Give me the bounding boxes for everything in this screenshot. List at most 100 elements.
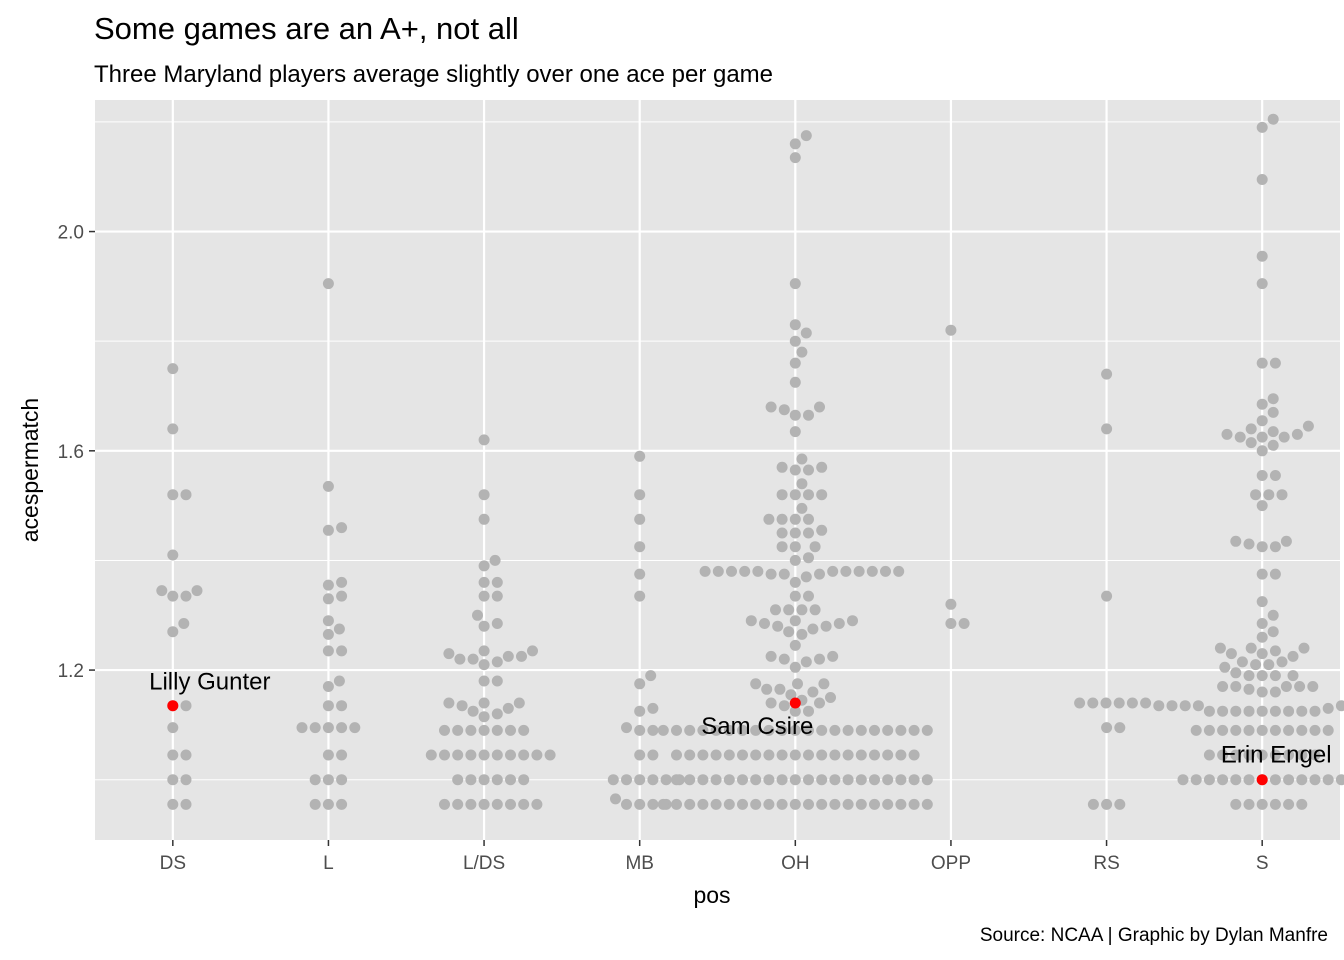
data-point xyxy=(803,774,814,786)
data-point xyxy=(296,722,308,734)
data-point xyxy=(880,565,891,577)
data-point xyxy=(697,749,709,761)
data-point xyxy=(789,319,801,331)
data-point xyxy=(816,749,828,761)
data-point xyxy=(1263,659,1275,671)
data-point xyxy=(770,604,781,616)
data-point xyxy=(478,620,490,632)
data-point xyxy=(1309,749,1321,761)
data-point xyxy=(776,541,788,553)
data-point xyxy=(1243,749,1255,761)
data-point xyxy=(800,656,812,668)
data-point xyxy=(333,623,345,635)
data-point xyxy=(472,609,483,621)
data-point xyxy=(178,618,190,629)
data-point xyxy=(634,749,646,761)
data-point xyxy=(723,749,735,761)
data-point xyxy=(452,798,464,810)
data-point xyxy=(866,565,878,577)
data-point xyxy=(478,645,490,657)
data-point xyxy=(778,700,790,712)
data-point xyxy=(322,700,334,712)
data-point xyxy=(842,724,854,736)
data-point xyxy=(1126,697,1138,709)
data-point xyxy=(167,722,179,734)
data-point xyxy=(796,453,808,465)
data-point xyxy=(647,798,659,810)
data-point xyxy=(1243,683,1255,695)
data-point xyxy=(167,423,179,435)
data-point xyxy=(1230,798,1242,810)
data-point xyxy=(491,724,503,736)
data-point xyxy=(1217,681,1229,692)
data-point xyxy=(789,705,801,717)
data-point xyxy=(796,502,808,514)
data-point xyxy=(1267,609,1279,621)
data-point xyxy=(621,798,632,810)
data-point xyxy=(776,513,788,525)
data-point xyxy=(465,798,477,810)
data-point xyxy=(803,749,814,761)
data-point xyxy=(1153,700,1165,712)
data-point xyxy=(531,798,543,810)
data-point xyxy=(785,689,797,701)
data-point xyxy=(776,774,788,786)
data-point xyxy=(772,620,784,632)
data-point xyxy=(1280,535,1292,547)
data-point xyxy=(789,576,801,588)
highlight-point xyxy=(167,700,179,712)
data-point xyxy=(1256,596,1268,608)
data-point xyxy=(783,626,795,638)
data-point xyxy=(1256,445,1268,457)
data-point xyxy=(1177,774,1189,786)
data-point xyxy=(816,724,828,736)
data-point xyxy=(745,615,757,627)
data-point xyxy=(1243,798,1255,810)
data-point xyxy=(621,774,632,786)
y-axis-ticks: 1.2 1.6 2.0 xyxy=(58,223,95,682)
data-point xyxy=(710,724,722,736)
data-point xyxy=(723,774,735,786)
data-point xyxy=(882,798,894,810)
data-point xyxy=(684,774,696,786)
data-point xyxy=(869,724,880,736)
data-point xyxy=(1269,670,1281,682)
data-point xyxy=(322,774,334,786)
data-point xyxy=(921,774,933,786)
data-point xyxy=(789,615,801,627)
data-point xyxy=(1263,489,1275,501)
data-point xyxy=(958,618,970,629)
data-point xyxy=(763,724,775,736)
data-point xyxy=(697,774,709,786)
data-point xyxy=(167,749,179,761)
data-point xyxy=(789,639,801,651)
data-point xyxy=(1335,774,1344,786)
data-point xyxy=(778,404,790,416)
data-point xyxy=(855,774,867,786)
data-point xyxy=(1166,700,1178,712)
data-point xyxy=(796,604,808,616)
data-point xyxy=(752,565,764,577)
data-point xyxy=(1256,357,1268,369)
data-point xyxy=(439,749,450,761)
data-point xyxy=(803,705,814,717)
data-point xyxy=(774,683,786,695)
x-tick-label: L xyxy=(323,853,334,874)
data-point xyxy=(1322,774,1334,786)
data-point xyxy=(478,697,490,709)
data-point xyxy=(1256,631,1268,643)
data-point xyxy=(465,774,477,786)
data-point xyxy=(180,489,192,501)
data-point xyxy=(336,522,348,534)
data-points xyxy=(156,113,1344,810)
data-point xyxy=(765,568,777,580)
highlight-point xyxy=(789,697,801,709)
data-point xyxy=(803,590,814,602)
data-point xyxy=(491,590,503,602)
data-point xyxy=(1269,568,1281,580)
data-point xyxy=(456,700,468,712)
data-point xyxy=(1283,774,1295,786)
x-tick-label: S xyxy=(1256,853,1269,874)
data-point xyxy=(1269,686,1281,698)
data-point xyxy=(827,565,839,577)
